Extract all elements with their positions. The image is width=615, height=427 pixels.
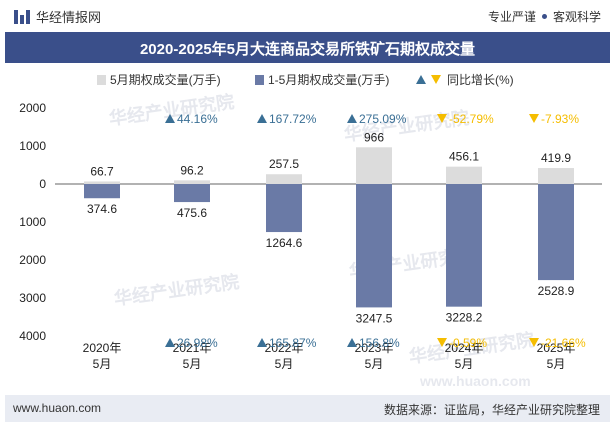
growth-monthly-4-label: -52.79% (449, 112, 494, 126)
growth-monthly-2-label: 167.72% (269, 112, 317, 126)
growth-cumulative-2-label: 165.87% (269, 336, 317, 350)
bar-monthly-label-0: 66.7 (90, 164, 114, 178)
bar-cumulative-label-1: 475.6 (177, 206, 207, 220)
footer-website: www.huaon.com (13, 401, 102, 415)
legend-growth-label: 同比增长(%) (447, 73, 514, 87)
brand-logo-icon (14, 9, 30, 24)
growth-monthly-1-label: 44.16% (177, 112, 218, 126)
bar-monthly-label-3: 966 (364, 130, 384, 144)
growth-cumulative-1-up-icon (165, 338, 175, 347)
bar-cumulative-label-4: 3228.2 (446, 311, 483, 325)
dot-icon (541, 14, 547, 20)
watermark-url: www.huaon.com (419, 373, 531, 389)
x-tick-label-month-1: 5月 (183, 357, 202, 371)
growth-cumulative-4-down-icon (437, 338, 447, 347)
y-tick-label-5: 3000 (19, 291, 46, 305)
bar-monthly-1 (174, 180, 210, 184)
bar-monthly-5 (538, 168, 574, 184)
growth-monthly-1-up-icon (165, 114, 175, 123)
x-tick-label-year-4: 2024年 (445, 341, 484, 355)
bar-cumulative-0 (84, 184, 120, 199)
chart-title: 2020-2025年5月大连商品交易所铁矿石期权成交量 (139, 41, 476, 58)
x-tick-label-year-5: 2025年 (537, 341, 576, 355)
x-tick-label-month-0: 5月 (93, 357, 112, 371)
y-tick-label-1: 1000 (19, 139, 46, 153)
growth-monthly-2-up-icon (257, 114, 267, 123)
x-tick-label-year-2: 2022年 (265, 341, 304, 355)
bar-monthly-0 (84, 181, 120, 184)
watermark-2: 华经产业研究院 (113, 271, 241, 309)
bar-cumulative-label-0: 374.6 (87, 202, 117, 216)
growth-cumulative-2-up-icon (257, 338, 267, 347)
growth-monthly-3-label: 275.09% (359, 112, 407, 126)
x-tick-label-year-1: 2021年 (173, 341, 212, 355)
x-tick-label-month-3: 5月 (365, 357, 384, 371)
legend-monthly-label: 5月期权成交量(万手) (110, 72, 221, 87)
bar-monthly-label-5: 419.9 (541, 151, 571, 165)
top-bar: 华经情报网 专业严谨 客观科学 (0, 0, 615, 32)
brand-name: 华经情报网 (36, 10, 102, 25)
growth-cumulative-3-label: 156.8% (359, 336, 400, 350)
y-tick-label-6: 4000 (19, 329, 46, 343)
bar-cumulative-5 (538, 184, 574, 281)
y-tick-label-4: 2000 (19, 253, 46, 267)
bar-cumulative-4 (446, 184, 482, 307)
bar-cumulative-label-5: 2528.9 (538, 284, 575, 298)
bar-monthly-label-1: 96.2 (180, 163, 204, 177)
bar-monthly-label-2: 257.5 (269, 157, 299, 171)
bar-cumulative-2 (266, 184, 302, 233)
x-tick-label-month-5: 5月 (547, 357, 566, 371)
bar-cumulative-1 (174, 184, 210, 203)
x-tick-label-month-4: 5月 (455, 357, 474, 371)
bar-monthly-label-4: 456.1 (449, 150, 479, 164)
growth-cumulative-5-label: -21.66% (541, 336, 586, 350)
y-tick-label-2: 0 (39, 177, 46, 191)
bar-cumulative-3 (356, 184, 392, 308)
growth-cumulative-4-label: -0.59% (449, 336, 487, 350)
tagline-right: 客观科学 (552, 10, 601, 24)
growth-monthly-5-label: -7.93% (541, 112, 579, 126)
footer: www.huaon.com 数据来源：证监局，华经产业研究院整理 (5, 395, 610, 422)
growth-monthly-5-down-icon (529, 114, 539, 123)
brand: 华经情报网 (14, 7, 101, 26)
tagline-left: 专业严谨 (487, 10, 536, 24)
legend-cumulative-swatch (255, 75, 264, 85)
growth-cumulative-5-down-icon (529, 338, 539, 347)
growth-cumulative-1-label: 26.98% (177, 336, 218, 350)
growth-monthly-4-down-icon (437, 114, 447, 123)
y-tick-label-0: 2000 (19, 101, 46, 115)
x-tick-label-year-0: 2020年 (83, 341, 122, 355)
growth-monthly-3-up-icon (347, 114, 357, 123)
x-tick-label-year-3: 2023年 (355, 341, 394, 355)
x-tick-label-month-2: 5月 (275, 357, 294, 371)
chart: 华经产业研究院 华经产业研究院华经产业研究院华经产业研究院华经产业研究院www.h… (19, 72, 602, 389)
bar-cumulative-label-2: 1264.6 (266, 236, 303, 250)
legend-up-triangle-icon (416, 75, 426, 84)
bar-cumulative-label-3: 3247.5 (356, 311, 393, 325)
y-tick-label-3: 1000 (19, 215, 46, 229)
legend-monthly-swatch (97, 75, 106, 85)
legend-cumulative-label: 1-5月期权成交量(万手) (268, 72, 389, 87)
bar-monthly-2 (266, 174, 302, 184)
bar-monthly-4 (446, 166, 482, 184)
growth-cumulative-3-up-icon (347, 338, 357, 347)
footer-source: 数据来源：证监局，华经产业研究院整理 (383, 403, 600, 417)
tagline: 专业严谨 客观科学 (488, 8, 601, 25)
bar-monthly-3 (356, 147, 392, 184)
title-bar: 2020-2025年5月大连商品交易所铁矿石期权成交量 (5, 32, 610, 63)
legend-down-triangle-icon (431, 75, 441, 84)
